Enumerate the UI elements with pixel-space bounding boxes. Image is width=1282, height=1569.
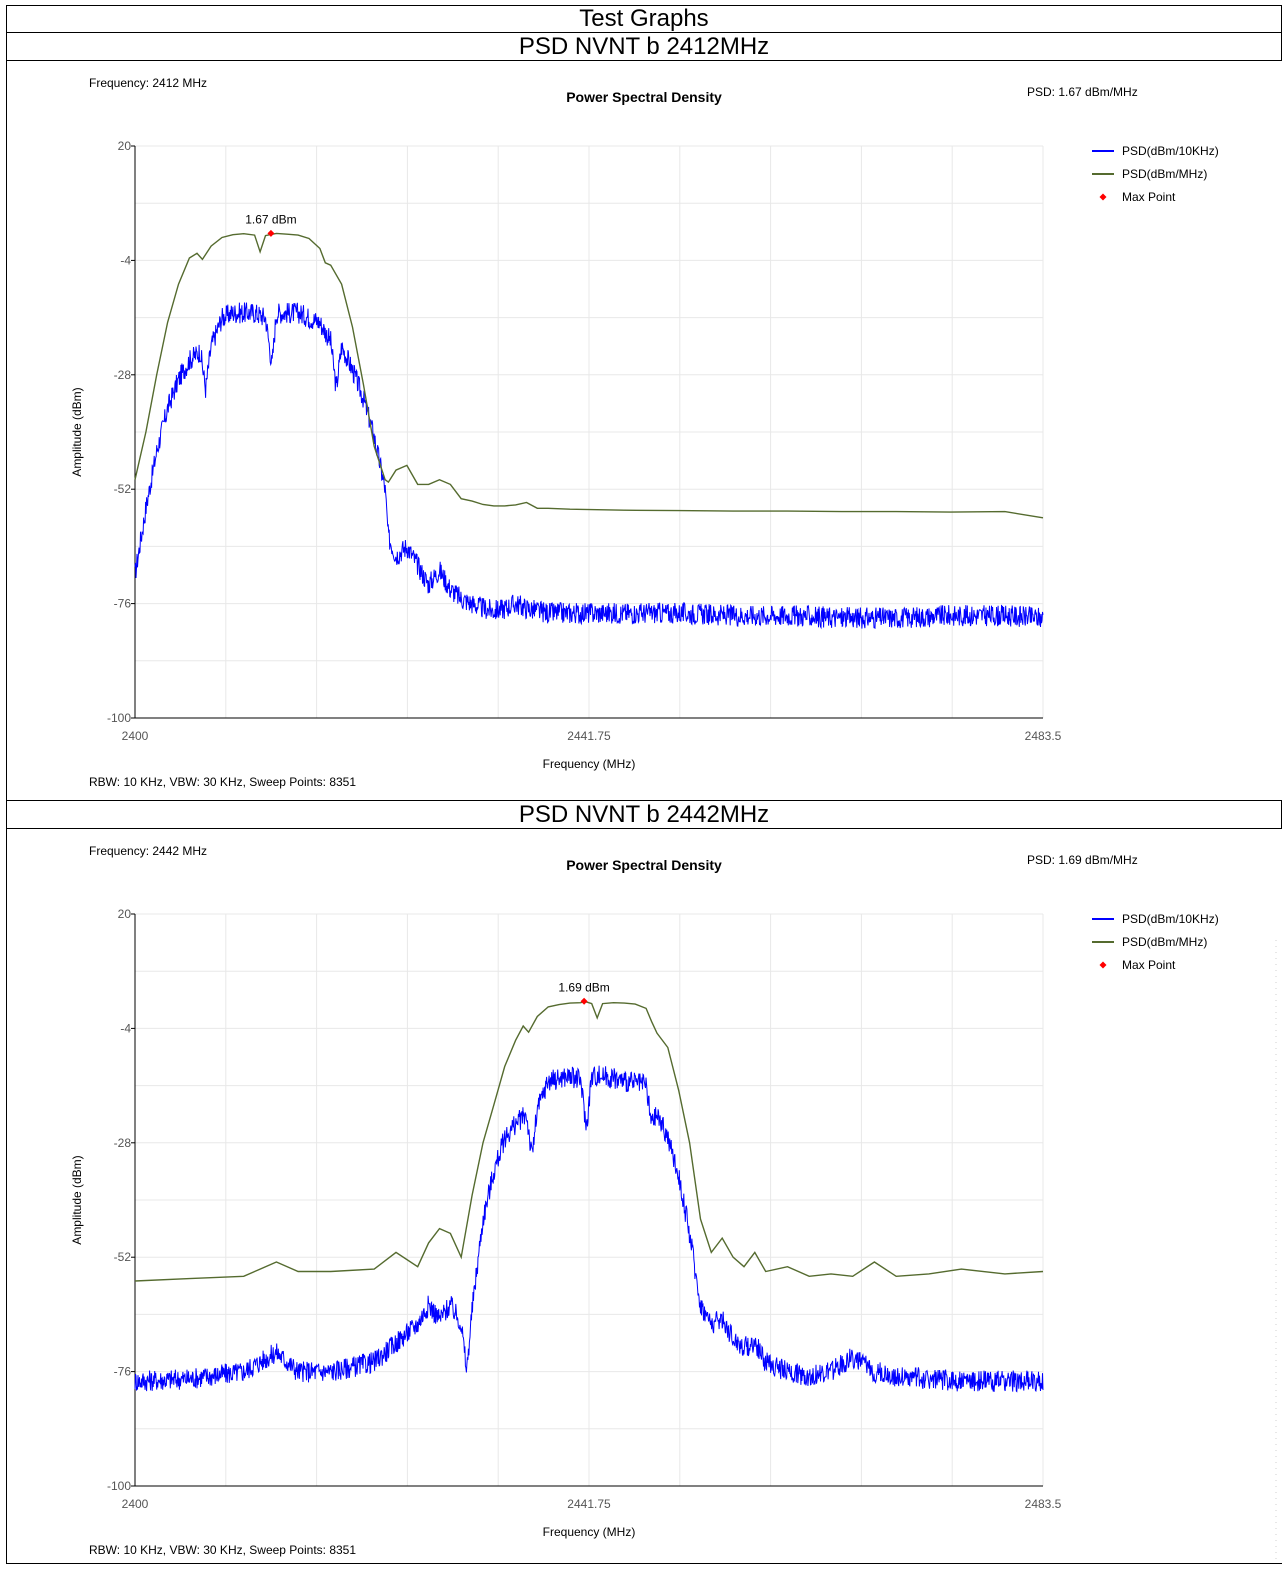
graph-2-panel: Frequency: 2442 MHz Power Spectral Densi…	[6, 829, 1282, 1564]
x-tick-label: 2441.75	[567, 729, 611, 743]
x-tick-label: 2483.5	[1025, 729, 1062, 743]
report-title: Test Graphs	[6, 5, 1282, 33]
max-point-label: 1.67 dBm	[245, 212, 296, 226]
chart-title: Power Spectral Density	[566, 857, 722, 873]
x-tick-label: 2400	[122, 729, 149, 743]
psd-label: PSD: 1.67 dBm/MHz	[1027, 85, 1138, 99]
decorative-dots	[1275, 940, 1277, 1560]
rbw-vbw-footer: RBW: 10 KHz, VBW: 30 KHz, Sweep Points: …	[89, 775, 356, 789]
max-point-marker	[580, 997, 588, 1005]
legend-label-psd-mhz: PSD(dBm/MHz)	[1122, 935, 1207, 949]
y-axis-label: Amplitude (dBm)	[70, 387, 84, 476]
psd-chart-2412: Frequency: 2412 MHz Power Spectral Densi…	[70, 76, 1219, 789]
series-psd-mhz	[134, 1000, 1044, 1282]
y-tick-label: -28	[114, 1136, 132, 1150]
legend-label-psd-10khz: PSD(dBm/10KHz)	[1122, 144, 1219, 158]
y-axis-label: Amplitude (dBm)	[70, 1155, 84, 1244]
max-point-label: 1.69 dBm	[558, 980, 609, 994]
series-psd-mhz	[134, 232, 1044, 519]
legend-label-max-point: Max Point	[1122, 190, 1176, 204]
series-psd-10khz	[134, 302, 1044, 630]
y-tick-label: -76	[114, 597, 132, 611]
legend-label-psd-mhz: PSD(dBm/MHz)	[1122, 167, 1207, 181]
psd-label: PSD: 1.69 dBm/MHz	[1027, 853, 1138, 867]
y-tick-label: 20	[118, 907, 132, 921]
y-tick-label: -100	[107, 1479, 131, 1493]
x-tick-label: 2483.5	[1025, 1497, 1062, 1511]
rbw-vbw-footer: RBW: 10 KHz, VBW: 30 KHz, Sweep Points: …	[89, 1543, 356, 1557]
x-tick-label: 2441.75	[567, 1497, 611, 1511]
x-tick-label: 2400	[122, 1497, 149, 1511]
psd-chart-2442: Frequency: 2442 MHz Power Spectral Densi…	[70, 844, 1219, 1557]
frequency-label: Frequency: 2442 MHz	[89, 844, 207, 858]
y-tick-label: -52	[114, 482, 132, 496]
x-axis-label: Frequency (MHz)	[543, 1525, 636, 1539]
y-tick-label: 20	[118, 139, 132, 153]
chart-title: Power Spectral Density	[566, 89, 722, 105]
y-tick-label: -76	[114, 1365, 132, 1379]
graph-1-heading: PSD NVNT b 2412MHz	[6, 33, 1282, 61]
frequency-label: Frequency: 2412 MHz	[89, 76, 207, 90]
graph-2-heading: PSD NVNT b 2442MHz	[6, 801, 1282, 829]
y-tick-label: -28	[114, 368, 132, 382]
legend-swatch-max-point	[1099, 193, 1107, 201]
y-tick-label: -100	[107, 711, 131, 725]
x-axis-label: Frequency (MHz)	[543, 757, 636, 771]
max-point-marker	[267, 229, 275, 237]
graph-1-panel: Frequency: 2412 MHz Power Spectral Densi…	[6, 61, 1282, 801]
y-tick-label: -4	[120, 1021, 131, 1035]
legend-label-max-point: Max Point	[1122, 958, 1176, 972]
legend-swatch-max-point	[1099, 961, 1107, 969]
legend-label-psd-10khz: PSD(dBm/10KHz)	[1122, 912, 1219, 926]
series-psd-10khz	[134, 1065, 1044, 1393]
y-tick-label: -52	[114, 1250, 132, 1264]
y-tick-label: -4	[120, 253, 131, 267]
